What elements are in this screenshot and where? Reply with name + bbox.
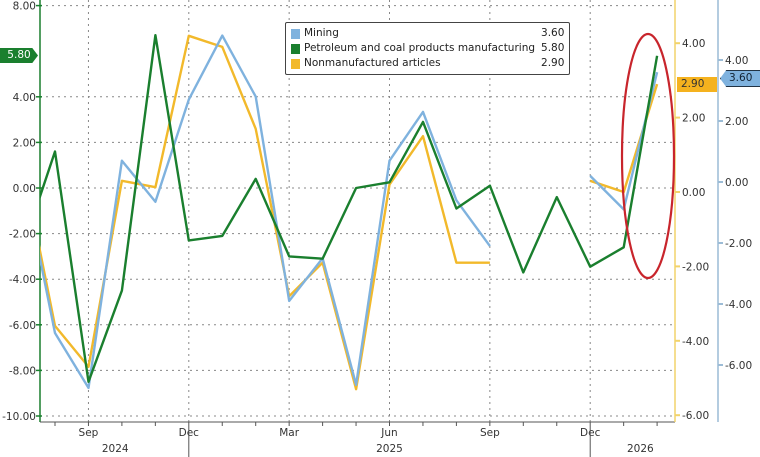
legend-item-mining: Mining 3.60 — [291, 26, 564, 41]
y-tick-label-left: -8.00 — [9, 365, 36, 377]
y-tick-label-right-outer: -6.00 — [725, 360, 752, 372]
legend: Mining 3.60 Petroleum and coal products … — [285, 22, 571, 75]
x-tick-label: Sep — [480, 427, 500, 439]
annotation-ellipse — [620, 32, 676, 280]
y-tick-label-left: -10.00 — [2, 411, 36, 423]
x-tick-label: Mar — [279, 427, 299, 439]
last-value-tag-petroleum: 5.80 — [0, 48, 38, 63]
y-tick-label-left: 0.00 — [13, 183, 36, 195]
x-tick-label: Jun — [380, 427, 397, 439]
legend-swatch — [291, 28, 300, 39]
y-tick-label-right-inner: 0.00 — [682, 187, 705, 199]
y-tick-label-left: 4.00 — [13, 92, 36, 104]
year-label: 2026 — [627, 443, 654, 455]
y-tick-label-right-inner: 4.00 — [682, 38, 705, 50]
y-tick-label-left: -2.00 — [9, 229, 36, 241]
y-tick-label-right-outer: -4.00 — [725, 299, 752, 311]
y-tick-label-right-inner: -6.00 — [682, 410, 709, 422]
y-tick-label-right-outer: 2.00 — [725, 116, 748, 128]
last-value-tag-mining: 3.60 — [720, 70, 760, 87]
legend-label: Petroleum and coal products manufacturin… — [304, 42, 536, 54]
x-tick-label: Sep — [79, 427, 99, 439]
y-tick-label-right-inner: -4.00 — [682, 336, 709, 348]
legend-item-petroleum: Petroleum and coal products manufacturin… — [291, 41, 564, 56]
series-line-nonmanufactured — [40, 34, 659, 391]
legend-swatch — [291, 43, 300, 54]
legend-item-nonmanufactured: Nonmanufactured articles 2.90 — [291, 56, 564, 71]
last-value-tag-nonmanufactured: 2.90 — [677, 77, 717, 92]
y-tick-label-left: -6.00 — [9, 320, 36, 332]
year-label: 2025 — [376, 443, 403, 455]
legend-value: 2.90 — [541, 57, 565, 69]
y-tick-label-right-outer: 4.00 — [725, 55, 748, 67]
y-tick-label-left: 2.00 — [13, 137, 36, 149]
y-tick-label-right-inner: 2.00 — [682, 113, 705, 125]
legend-label: Nonmanufactured articles — [304, 57, 441, 69]
legend-label: Mining — [304, 27, 339, 39]
y-tick-label-left: 8.00 — [13, 1, 36, 13]
y-tick-label-right-inner: -2.00 — [682, 261, 709, 273]
legend-value: 3.60 — [541, 27, 565, 39]
y-tick-label-right-outer: -2.00 — [725, 238, 752, 250]
legend-swatch — [291, 58, 300, 69]
year-label: 2024 — [102, 443, 129, 455]
y-tick-label-right-outer: 0.00 — [725, 177, 748, 189]
series-line-petroleum — [40, 34, 659, 383]
legend-value: 5.80 — [541, 42, 565, 54]
y-tick-label-left: -4.00 — [9, 274, 36, 286]
